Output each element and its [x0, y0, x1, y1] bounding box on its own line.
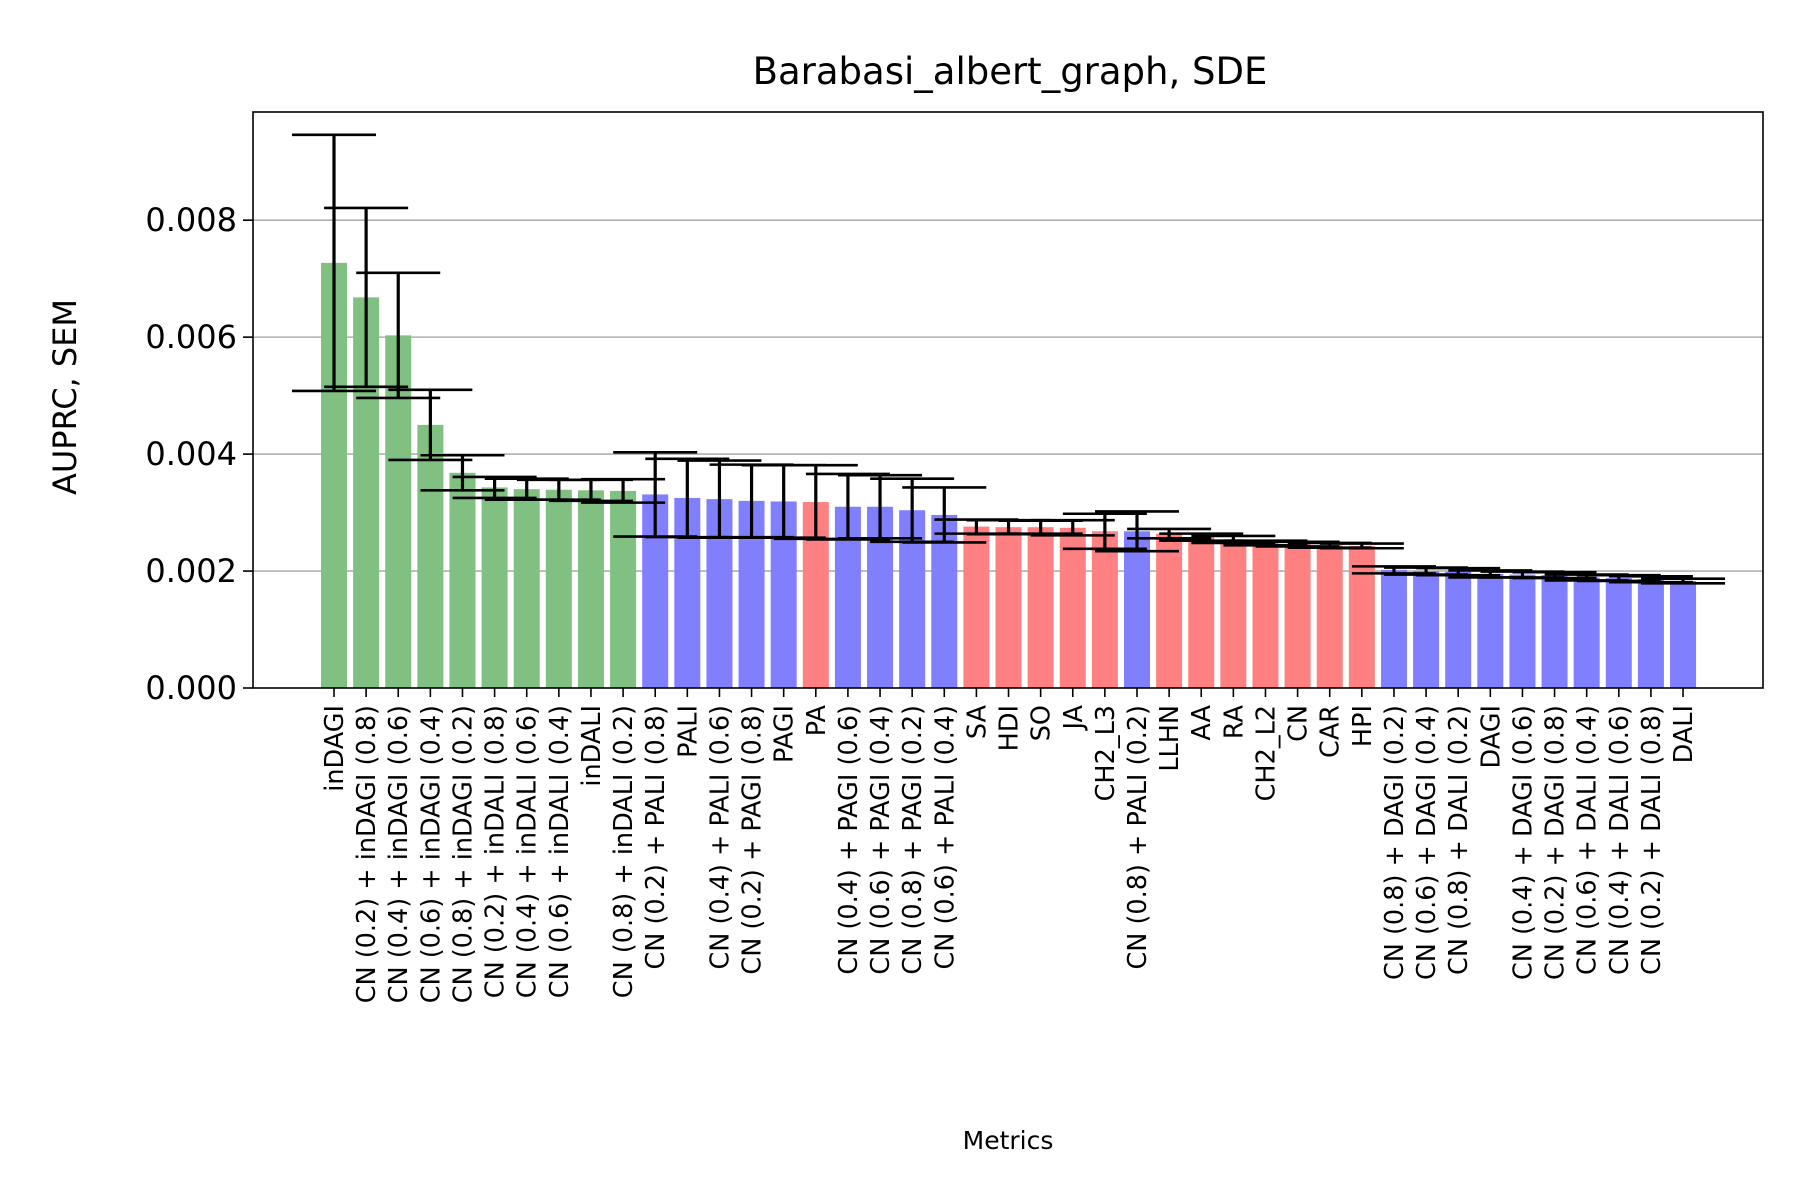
bar — [1348, 545, 1375, 688]
y-tick-label: 0.004 — [145, 435, 237, 473]
bar — [1156, 533, 1183, 688]
x-tick-label: CAR — [1316, 705, 1346, 758]
bar — [1091, 531, 1118, 688]
x-tick-label: RA — [1219, 704, 1249, 739]
bar — [1477, 573, 1504, 688]
x-tick-label: CH2_L3 — [1091, 705, 1121, 801]
bar — [610, 490, 637, 688]
x-tick-label: CN (0.4) + inDALI (0.6) — [513, 705, 543, 998]
bar — [1252, 542, 1279, 688]
bar — [1541, 575, 1568, 688]
x-tick-label: PA — [802, 704, 832, 736]
x-tick-label: CN (0.2) + DAGI (0.8) — [1541, 705, 1571, 980]
bar — [963, 526, 990, 688]
x-tick-label: CN (0.2) + PALI (0.8) — [641, 705, 671, 970]
y-tick-label: 0.006 — [145, 318, 237, 356]
x-tick-label: PALI — [673, 705, 703, 758]
x-tick-label: AA — [1187, 704, 1217, 740]
bar — [513, 489, 540, 688]
x-tick-label: LLHN — [1155, 705, 1185, 772]
bar — [1316, 545, 1343, 688]
bar — [1059, 527, 1086, 688]
y-tick-label: 0.008 — [145, 201, 237, 239]
x-tick-label: CN (0.8) + inDALI (0.2) — [609, 705, 639, 998]
x-tick-label: CN (0.6) + inDAGI (0.4) — [416, 705, 446, 1003]
chart-title: Barabasi_albert_graph, SDE — [753, 50, 1268, 93]
bar — [1284, 544, 1311, 688]
bar — [1380, 569, 1407, 688]
error-bars — [292, 133, 1726, 585]
bar — [931, 514, 958, 688]
x-tick-label: CN (0.8) + DAGI (0.2) — [1380, 705, 1410, 980]
x-axis: inDAGI CN (0.2) + inDAGI (0.8) CN (0.4) + … — [320, 688, 1699, 1003]
x-tick-label: SO — [1027, 705, 1057, 741]
bar — [1124, 531, 1150, 688]
x-tick-label: DAGI — [1476, 705, 1506, 768]
y-axis-label: AUPRC, SEM — [46, 299, 84, 495]
y-axis: 0.000 0.002 0.004 0.006 0.008 — [145, 201, 253, 707]
x-tick-label: CN (0.4) + PALI (0.6) — [705, 705, 735, 970]
y-tick-label: 0.000 — [145, 669, 237, 707]
y-tick-label: 0.002 — [145, 552, 237, 590]
bar — [1637, 579, 1664, 688]
bar — [1509, 574, 1536, 688]
x-tick-label: CN — [1284, 705, 1314, 742]
x-tick-label: CN (0.4) + inDAGI (0.6) — [384, 705, 414, 1003]
bar — [1220, 539, 1247, 688]
x-tick-label: CN (0.8) + PALI (0.2) — [1123, 705, 1153, 970]
bars — [321, 262, 1697, 688]
bar — [545, 489, 572, 688]
x-tick-label: CN (0.2) + inDALI (0.8) — [481, 705, 511, 998]
x-tick-label: CN (0.6) + PAGI (0.4) — [866, 705, 896, 975]
bar — [1188, 537, 1215, 688]
x-tick-label: CN (0.2) + DALI (0.8) — [1637, 705, 1667, 975]
x-tick-label: inDAGI — [320, 705, 350, 792]
x-tick-label: CN (0.2) + PAGI (0.8) — [738, 705, 768, 975]
x-tick-label: CN (0.6) + inDALI (0.4) — [545, 705, 575, 998]
x-tick-label: JA — [1059, 704, 1089, 731]
x-tick-label: CN (0.8) + PAGI (0.2) — [898, 705, 928, 975]
x-tick-label: CN (0.6) + DAGI (0.4) — [1412, 705, 1442, 980]
bar — [995, 527, 1022, 688]
x-tick-label: CN (0.4) + PAGI (0.6) — [834, 705, 864, 975]
x-tick-label: DALI — [1669, 705, 1699, 763]
x-tick-label: CN (0.2) + inDAGI (0.8) — [352, 705, 382, 1003]
x-tick-label: CH2_L2 — [1251, 705, 1281, 801]
bar — [577, 490, 604, 688]
bar — [417, 424, 444, 688]
bar — [1413, 571, 1440, 688]
x-tick-label: HDI — [995, 705, 1025, 751]
x-tick-label: CN (0.6) + DALI (0.4) — [1573, 705, 1603, 975]
x-tick-label: CN (0.8) + inDAGI (0.2) — [448, 705, 478, 1003]
x-tick-label: CN (0.8) + DALI (0.2) — [1444, 705, 1474, 975]
bar — [1670, 580, 1697, 688]
x-tick-label: SA — [962, 704, 992, 739]
x-axis-label: Metrics — [963, 1126, 1054, 1155]
x-tick-label: CN (0.4) + DAGI (0.6) — [1508, 705, 1538, 980]
x-tick-label: PAGI — [770, 705, 800, 763]
bar — [1445, 571, 1472, 688]
bar — [1605, 578, 1632, 688]
x-tick-label: HPI — [1348, 705, 1378, 747]
x-tick-label: CN (0.6) + PALI (0.4) — [930, 705, 960, 970]
bar — [1573, 577, 1600, 688]
bar — [481, 487, 508, 688]
x-tick-label: CN (0.4) + DALI (0.6) — [1605, 705, 1635, 975]
bar — [449, 472, 476, 688]
bar — [1027, 527, 1054, 688]
x-tick-label: inDALI — [577, 705, 607, 787]
